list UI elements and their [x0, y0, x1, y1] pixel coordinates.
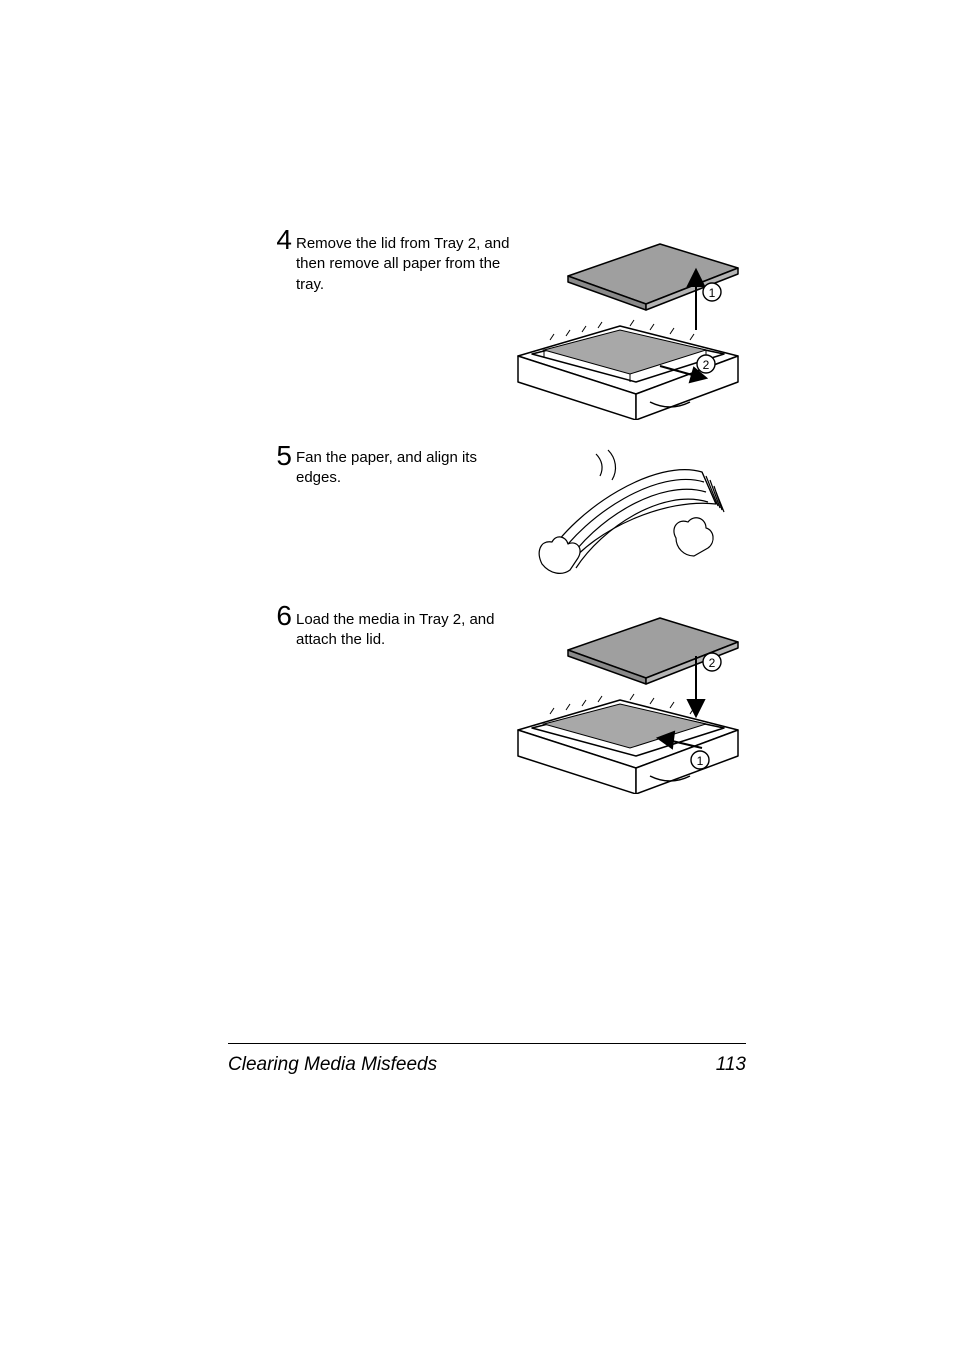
footer-section-title: Clearing Media Misfeeds — [228, 1054, 437, 1076]
illustration-tray-load: 2 1 — [510, 600, 746, 794]
illustration-tray-remove: 1 2 — [510, 226, 746, 420]
svg-text:2: 2 — [703, 358, 710, 372]
step-text: Remove the lid from Tray 2, and then rem… — [296, 234, 512, 295]
footer-rule — [228, 1043, 746, 1044]
svg-text:1: 1 — [709, 286, 716, 300]
svg-text:1: 1 — [697, 754, 704, 768]
footer-page-number: 113 — [716, 1054, 746, 1076]
step-number: 4 — [268, 224, 292, 256]
step-number: 5 — [268, 440, 292, 472]
svg-text:2: 2 — [709, 656, 716, 670]
illustration-fan-paper — [526, 448, 742, 584]
step-text: Load the media in Tray 2, and attach the… — [296, 610, 502, 651]
step-number: 6 — [268, 600, 292, 632]
step-text: Fan the paper, and align its edges. — [296, 448, 496, 489]
page: 4 Remove the lid from Tray 2, and then r… — [0, 0, 954, 1350]
